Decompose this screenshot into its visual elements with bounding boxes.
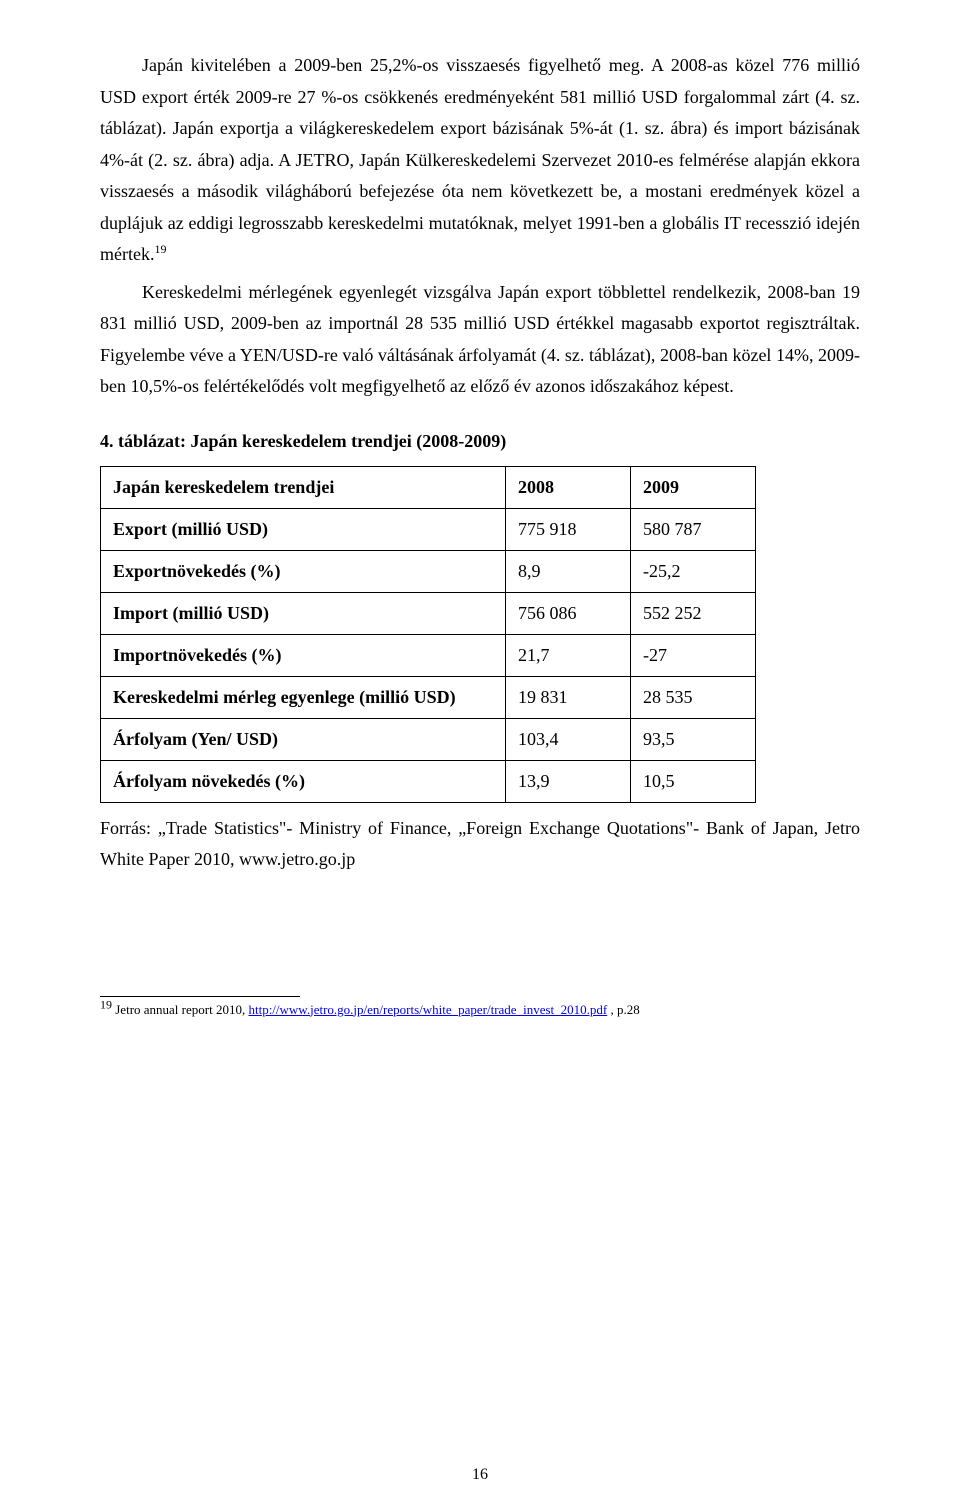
footnote-19: 19 Jetro annual report 2010, http://www.… [100,1001,860,1019]
footnote-link[interactable]: http://www.jetro.go.jp/en/reports/white_… [248,1002,607,1017]
paragraph-2-text: Kereskedelmi mérlegének egyenlegét vizsg… [100,282,860,397]
table-cell-2009: 552 252 [631,592,756,634]
footnote-text-before: Jetro annual report 2010, [112,1002,248,1017]
table-title: 4. táblázat: Japán kereskedelem trendjei… [100,431,860,452]
paragraph-1: Japán kivitelében a 2009-ben 25,2%-os vi… [100,50,860,271]
table-header-2008: 2008 [506,466,631,508]
table-cell-label: Export (millió USD) [101,508,506,550]
table-row: Árfolyam (Yen/ USD)103,493,5 [101,718,756,760]
table-header-label: Japán kereskedelem trendjei [101,466,506,508]
table-cell-2009: -25,2 [631,550,756,592]
trade-table: Japán kereskedelem trendjei 2008 2009 Ex… [100,466,756,803]
table-cell-2009: 93,5 [631,718,756,760]
table-header-row: Japán kereskedelem trendjei 2008 2009 [101,466,756,508]
footnote-ref-19: 19 [154,242,166,256]
table-cell-2009: -27 [631,634,756,676]
table-cell-2008: 13,9 [506,760,631,802]
table-row: Import (millió USD)756 086552 252 [101,592,756,634]
table-cell-label: Árfolyam növekedés (%) [101,760,506,802]
table-cell-label: Import (millió USD) [101,592,506,634]
table-cell-2008: 21,7 [506,634,631,676]
table-cell-2009: 28 535 [631,676,756,718]
table-cell-label: Kereskedelmi mérleg egyenlege (millió US… [101,676,506,718]
table-cell-2008: 775 918 [506,508,631,550]
table-cell-2009: 580 787 [631,508,756,550]
table-cell-label: Exportnövekedés (%) [101,550,506,592]
table-cell-2008: 756 086 [506,592,631,634]
paragraph-2: Kereskedelmi mérlegének egyenlegét vizsg… [100,277,860,403]
table-cell-2008: 19 831 [506,676,631,718]
paragraph-1-text: Japán kivitelében a 2009-ben 25,2%-os vi… [100,55,860,264]
table-cell-2009: 10,5 [631,760,756,802]
page-number: 16 [0,1466,960,1484]
table-row: Exportnövekedés (%)8,9-25,2 [101,550,756,592]
table-cell-label: Árfolyam (Yen/ USD) [101,718,506,760]
table-row: Kereskedelmi mérleg egyenlege (millió US… [101,676,756,718]
table-row: Export (millió USD)775 918580 787 [101,508,756,550]
footnote-separator [100,996,300,997]
table-row: Importnövekedés (%)21,7-27 [101,634,756,676]
table-header-2009: 2009 [631,466,756,508]
table-cell-2008: 8,9 [506,550,631,592]
footnote-number: 19 [100,997,112,1011]
document-page: Japán kivitelében a 2009-ben 25,2%-os vi… [0,0,960,1504]
table-source: Forrás: „Trade Statistics"- Ministry of … [100,813,860,876]
table-cell-label: Importnövekedés (%) [101,634,506,676]
table-row: Árfolyam növekedés (%)13,910,5 [101,760,756,802]
table-cell-2008: 103,4 [506,718,631,760]
footnote-text-after: , p.28 [607,1002,640,1017]
